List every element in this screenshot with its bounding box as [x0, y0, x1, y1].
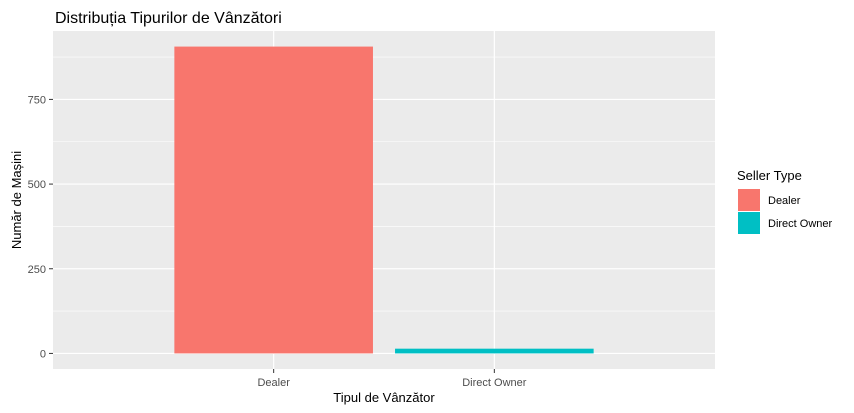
legend-swatch: [738, 212, 760, 234]
bars: [174, 46, 594, 354]
legend-swatch: [738, 189, 760, 211]
bar-dealer: [174, 46, 373, 354]
legend-label: Direct Owner: [768, 218, 833, 230]
x-tick-label: Direct Owner: [462, 377, 527, 389]
y-tick-label: 250: [28, 264, 46, 276]
legend: Seller Type Dealer Direct Owner: [737, 168, 833, 234]
legend-title: Seller Type: [737, 168, 802, 183]
x-axis: Dealer Direct Owner: [257, 369, 527, 389]
y-tick-label: 0: [40, 348, 46, 360]
chart-title: Distribuția Tipurilor de Vânzători: [55, 10, 282, 27]
minor-gridlines: [53, 56, 715, 312]
plot-panel: [53, 31, 715, 369]
legend-label: Dealer: [768, 195, 801, 207]
bar-direct-owner: [395, 348, 594, 354]
y-tick-label: 500: [28, 179, 46, 191]
y-axis-title: Număr de Mașini: [9, 151, 24, 249]
x-tick-label: Dealer: [257, 377, 290, 389]
y-axis: 0 250 500 750: [28, 94, 53, 360]
y-tick-label: 750: [28, 94, 46, 106]
x-axis-title: Tipul de Vânzător: [333, 390, 435, 405]
